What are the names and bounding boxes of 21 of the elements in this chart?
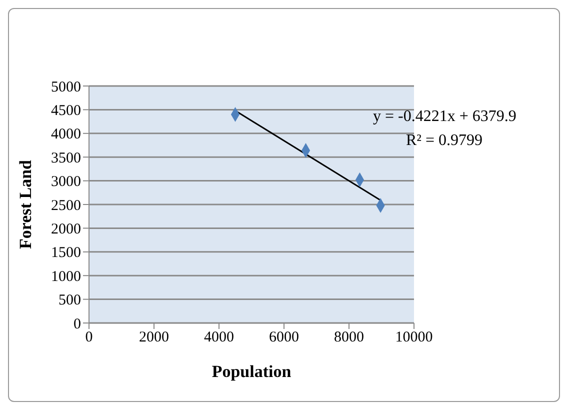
x-tick-label: 6000 bbox=[269, 330, 299, 346]
y-axis-title: Forest Land bbox=[16, 159, 36, 249]
x-axis-title: Population bbox=[212, 362, 292, 381]
y-tick-label: 1000 bbox=[51, 268, 81, 285]
y-tick-label: 500 bbox=[58, 292, 81, 309]
y-tick-label: 5000 bbox=[51, 79, 81, 96]
annotation: R² = 0.9799 bbox=[406, 132, 482, 150]
x-tick-label: 8000 bbox=[334, 330, 364, 346]
y-tick-label: 4500 bbox=[51, 103, 81, 120]
y-tick-label: 3000 bbox=[51, 174, 81, 190]
y-tick-label: 3500 bbox=[51, 150, 81, 166]
y-tick-label: 2500 bbox=[51, 198, 81, 214]
x-tick-label: 4000 bbox=[204, 330, 234, 346]
x-tick-label: 10000 bbox=[395, 330, 433, 346]
y-tick-label: 2000 bbox=[51, 222, 81, 238]
x-tick-label: 0 bbox=[85, 330, 93, 346]
y-tick-label: 1500 bbox=[51, 245, 81, 262]
y-tick-label: 4000 bbox=[51, 126, 81, 143]
y-tick-label: 0 bbox=[74, 316, 81, 332]
x-tick-label: 2000 bbox=[139, 330, 169, 346]
annotation: y = -0.4221x + 6379.9 bbox=[373, 108, 516, 126]
